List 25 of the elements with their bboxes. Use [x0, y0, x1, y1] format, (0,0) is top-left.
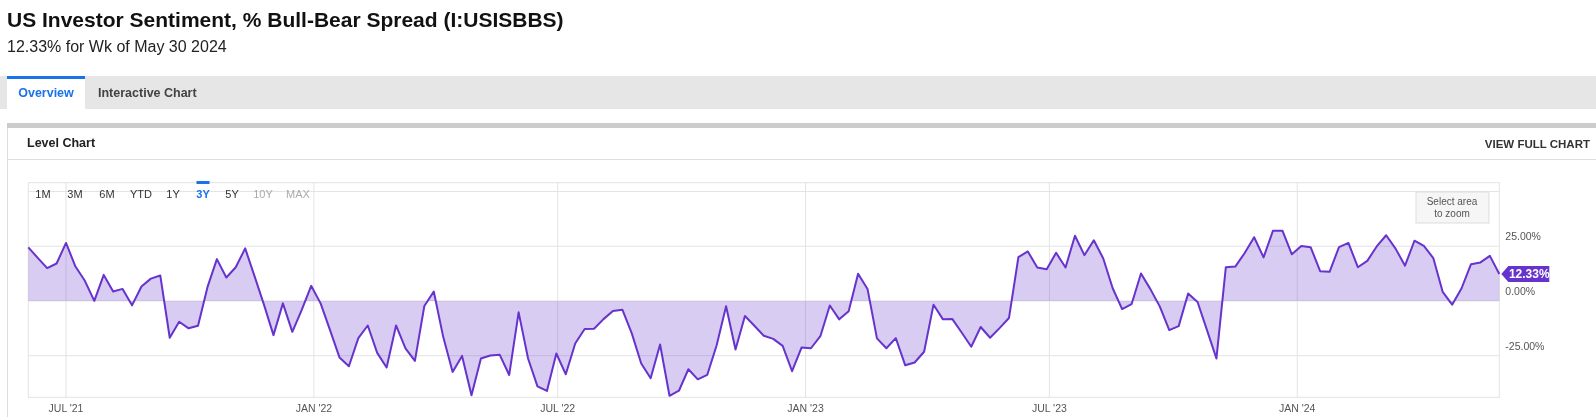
text: Interactive Chart	[98, 86, 198, 100]
annotation: 3Y	[196, 188, 211, 200]
annotation: 3M	[67, 188, 83, 200]
text: VIEW FULL CHART	[1484, 138, 1590, 150]
x-tick-label: JUL '23	[1031, 402, 1067, 414]
x-tick-label: JAN '23	[787, 402, 824, 414]
annotation: Select area to zoom	[1426, 196, 1478, 219]
annotation: 6M	[99, 188, 115, 200]
annotation: YTD	[130, 188, 153, 200]
x-tick-label: JUL '22	[540, 402, 576, 414]
text: Level Chart	[27, 136, 96, 150]
y-tick-label: -25.00%	[1505, 339, 1545, 352]
annotation: MAX	[286, 188, 311, 200]
y-tick-label: 25.00%	[1505, 230, 1541, 243]
y-tick-label: 0.00%	[1505, 284, 1536, 297]
chart-title: US Investor Sentiment, % Bull-Bear Spread (I:USISBBS)	[7, 8, 564, 31]
annotation: 1Y	[166, 188, 181, 200]
annotation: 10Y	[253, 188, 274, 200]
x-tick-label: JUL '21	[48, 402, 84, 414]
annotation: 1M	[35, 188, 51, 200]
x-tick-label: JAN '22	[295, 402, 333, 414]
text: Overview	[18, 86, 75, 100]
x-tick-label: JAN '24	[1279, 402, 1316, 414]
chart-subtitle: 12.33% for Wk of May 30 2024	[7, 38, 227, 55]
annotation: 5Y	[225, 188, 240, 200]
